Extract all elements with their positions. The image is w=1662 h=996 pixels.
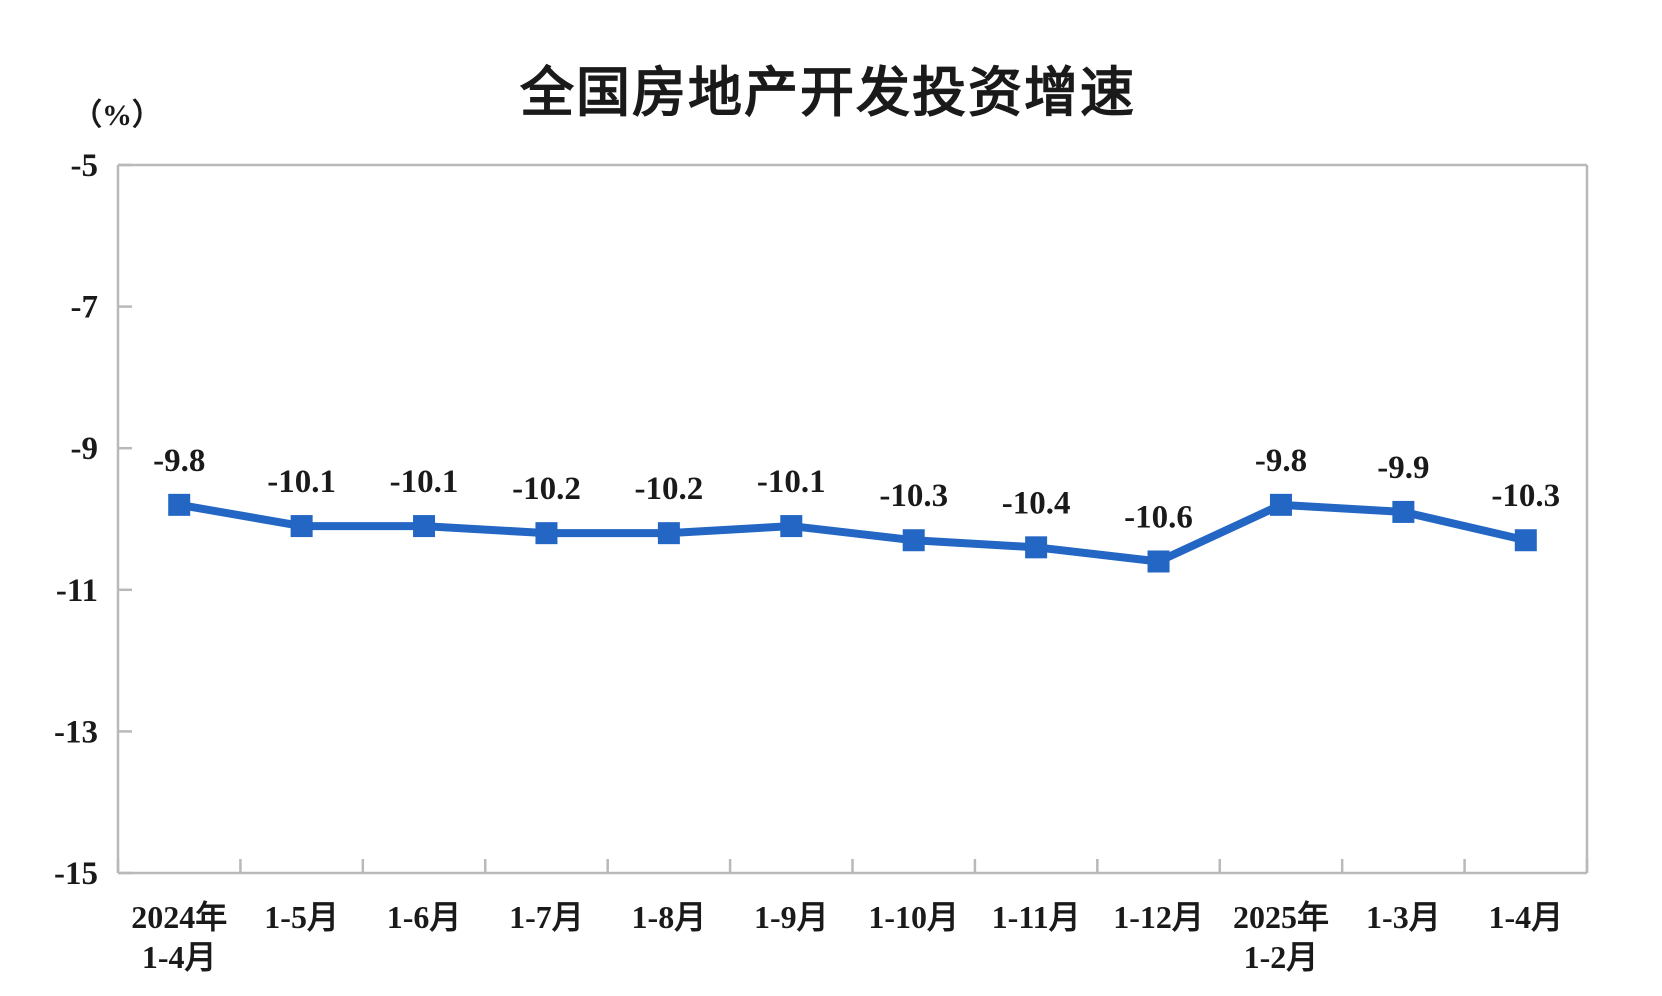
- x-axis-tick-label: 1-9月: [754, 899, 829, 935]
- y-axis-tick-label: -15: [54, 856, 98, 892]
- data-point-label: -9.8: [1255, 443, 1307, 479]
- trend-line: [175, 500, 1530, 566]
- data-point-marker: [657, 522, 680, 545]
- x-axis-tick-label: 2025年 1-2月: [1233, 899, 1329, 975]
- x-axis-tick-label: 1-10月: [868, 899, 959, 935]
- data-point-label: -10.2: [512, 471, 581, 507]
- y-axis-tick-label: -9: [71, 431, 99, 467]
- chart-title: 全国房地产开发投资增速: [520, 63, 1136, 123]
- data-point-label: -10.1: [267, 464, 336, 500]
- y-axis-tick-label: -5: [71, 148, 99, 184]
- data-point-marker: [290, 515, 313, 538]
- x-axis-tick-label: 1-6月: [387, 899, 462, 935]
- data-point-label: -10.3: [1491, 478, 1560, 514]
- data-point-marker: [1269, 493, 1292, 516]
- y-axis-tick-label: -11: [56, 573, 98, 609]
- data-point-label: -10.6: [1124, 499, 1193, 535]
- data-point-label: -9.8: [153, 443, 205, 479]
- data-point-label: -10.4: [1002, 485, 1071, 521]
- data-point-marker: [780, 515, 803, 538]
- data-point-marker: [1514, 529, 1537, 552]
- data-point-marker: [168, 493, 191, 516]
- x-axis-tick-label: 1-4月: [1488, 899, 1563, 935]
- data-point-label: -10.2: [635, 471, 704, 507]
- x-axis-tick-label: 1-8月: [632, 899, 707, 935]
- data-point-marker: [902, 529, 925, 552]
- data-point-label: -10.1: [390, 464, 459, 500]
- y-axis-tick-label: -13: [54, 714, 98, 750]
- data-point-label: -10.1: [757, 464, 826, 500]
- x-axis-tick-label: 1-12月: [1113, 899, 1204, 935]
- data-point-marker: [1025, 536, 1048, 559]
- data-point-marker: [535, 522, 558, 545]
- data-point-label: -9.9: [1377, 450, 1429, 486]
- x-axis-tick-label: 1-3月: [1366, 899, 1441, 935]
- y-axis-unit-label: （%）: [72, 99, 162, 132]
- x-axis-tick-label: 1-11月: [992, 899, 1081, 935]
- data-point-label: -10.3: [879, 478, 948, 514]
- x-axis-tick-label: 2024年 1-4月: [131, 899, 227, 975]
- data-point-marker: [1392, 500, 1415, 523]
- x-axis-tick-label: 1-5月: [264, 899, 339, 935]
- data-point-marker: [413, 515, 436, 538]
- y-axis-tick-label: -7: [71, 290, 99, 326]
- x-axis-tick-label: 1-7月: [509, 899, 584, 935]
- data-point-marker: [1147, 550, 1170, 573]
